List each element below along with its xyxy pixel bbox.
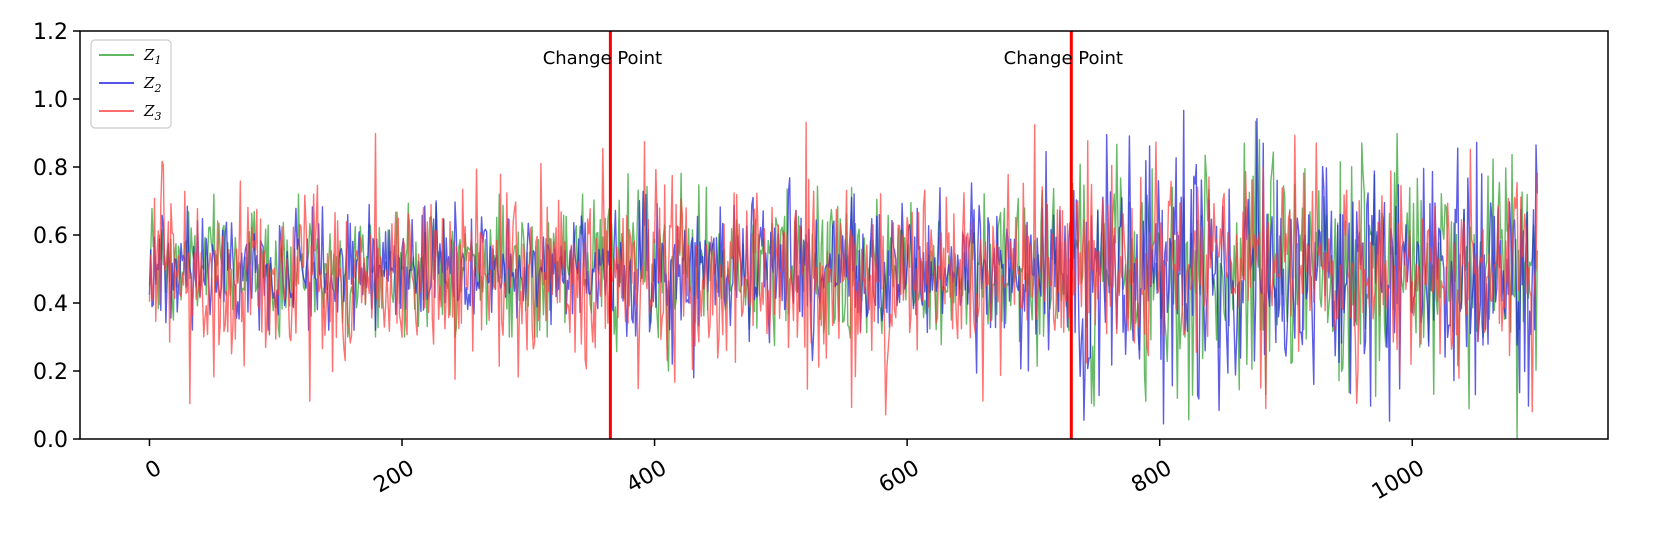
y-tick-label-4: 0.8 xyxy=(33,156,68,181)
y-tick-label-3: 0.6 xyxy=(33,224,68,249)
legend-label-2: Z2 xyxy=(143,74,161,95)
legend: Z1 Z2 Z3 xyxy=(90,39,172,129)
change-point-label-2: Change Point xyxy=(1004,48,1123,69)
series-line-z3 xyxy=(148,121,1538,416)
y-tick-label-2: 0.4 xyxy=(33,292,68,317)
legend-label-3: Z3 xyxy=(143,102,161,123)
y-tick-label-6: 1.2 xyxy=(33,20,68,45)
y-tick-label-1: 0.2 xyxy=(33,360,68,385)
legend-box xyxy=(90,39,172,129)
change-point-label-1: Change Point xyxy=(543,48,662,69)
change-point-layer: Change Point Change Point xyxy=(543,31,1123,439)
y-axis: 0.0 0.2 0.4 0.6 0.8 1.0 1.2 xyxy=(33,20,80,453)
series-layer xyxy=(148,109,1538,439)
legend-label-1: Z1 xyxy=(143,46,161,67)
y-tick-label-5: 1.0 xyxy=(33,88,68,113)
y-tick-label-0: 0.0 xyxy=(33,428,68,453)
